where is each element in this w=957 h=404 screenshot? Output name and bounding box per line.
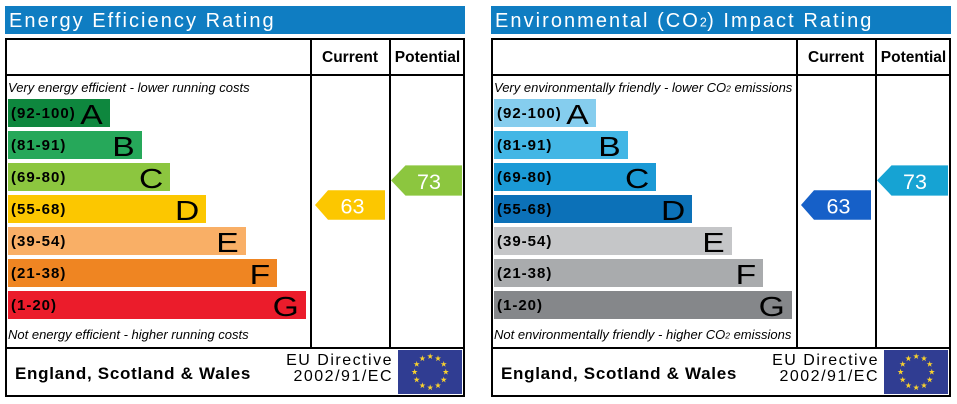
svg-text:73: 73 [417, 170, 441, 194]
svg-text:63: 63 [827, 195, 851, 219]
svg-text:63: 63 [341, 195, 365, 219]
svg-text:73: 73 [903, 170, 927, 194]
